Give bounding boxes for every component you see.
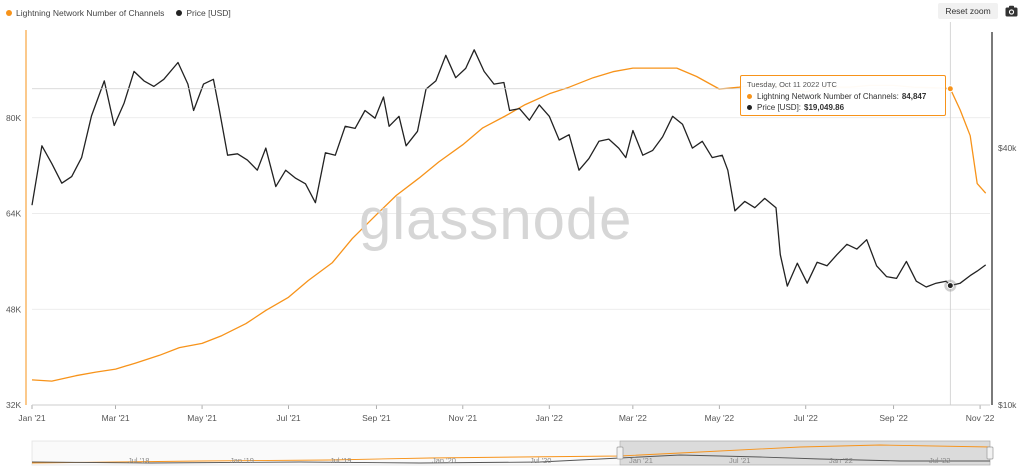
legend: Lightning Network Number of Channels Pri… bbox=[6, 5, 231, 21]
navigator-label: Jul '21 bbox=[729, 456, 750, 465]
navigator-label: Jan '20 bbox=[432, 456, 456, 465]
price-legend-dot bbox=[176, 10, 183, 16]
x-tick-label: Nov '22 bbox=[966, 413, 995, 423]
tooltip-price-dot bbox=[747, 105, 752, 110]
tooltip-channels-label: Lightning Network Number of Channels: bbox=[757, 92, 899, 101]
hover-point-price bbox=[946, 282, 954, 290]
y-right-tick-label: $10k bbox=[998, 400, 1017, 410]
x-tick-label: May '21 bbox=[187, 413, 217, 423]
x-tick-label: Sep '22 bbox=[879, 413, 908, 423]
tooltip-channels-dot bbox=[747, 94, 752, 99]
navigator-label: Jul '19 bbox=[330, 456, 351, 465]
legend-item-price[interactable]: Price [USD] bbox=[176, 8, 231, 18]
navigator[interactable]: Jul '18 Jan '19 Jul '19 Jan '20 Jul '20 Jan '… bbox=[31, 440, 994, 466]
x-tick-label: Jul '21 bbox=[276, 413, 301, 423]
navigator-handle-right[interactable] bbox=[986, 446, 994, 460]
x-tick-label: Sep '21 bbox=[362, 413, 391, 423]
navigator-label: Jul '18 bbox=[128, 456, 149, 465]
tooltip-date: Tuesday, Oct 11 2022 UTC bbox=[747, 80, 837, 89]
y-left-tick-label: 64K bbox=[6, 209, 21, 219]
hover-point-channels bbox=[946, 85, 954, 93]
tooltip-row-price: Price [USD]: $19,049.86 bbox=[747, 102, 939, 113]
tooltip-price-label: Price [USD]: bbox=[757, 103, 802, 112]
x-tick-label: Jan '21 bbox=[18, 413, 45, 423]
navigator-handle-left[interactable] bbox=[616, 446, 624, 460]
y-left-tick-label: 48K bbox=[6, 304, 21, 314]
axes: 32K 48K 64K 80K $10k $40k Jan '21 Mar '21 May '2… bbox=[6, 30, 1017, 423]
tooltip: Tuesday, Oct 11 2022 UTC Lightning Netwo… bbox=[740, 75, 946, 116]
x-tick-label: Jan '22 bbox=[536, 413, 563, 423]
y-left-tick-label: 32K bbox=[6, 400, 21, 410]
camera-icon[interactable] bbox=[1005, 5, 1018, 17]
x-tick-label: Mar '21 bbox=[102, 413, 130, 423]
legend-item-channels[interactable]: Lightning Network Number of Channels bbox=[6, 8, 164, 18]
legend-label-price: Price [USD] bbox=[186, 8, 231, 18]
tooltip-row-channels: Lightning Network Number of Channels: 84… bbox=[747, 91, 939, 102]
navigator-label: Jul '22 bbox=[929, 456, 950, 465]
navigator-label: Jan '21 bbox=[629, 456, 653, 465]
tooltip-channels-value: 84,847 bbox=[901, 92, 927, 101]
gridlines bbox=[32, 117, 990, 406]
navigator-label: Jan '19 bbox=[230, 456, 254, 465]
reset-zoom-button[interactable]: Reset zoom bbox=[938, 3, 998, 19]
x-tick-label: Nov '21 bbox=[449, 413, 478, 423]
navigator-label: Jan '22 bbox=[829, 456, 853, 465]
x-tick-label: Mar '22 bbox=[619, 413, 647, 423]
y-right-tick-label: $40k bbox=[998, 143, 1017, 153]
channels-legend-dot bbox=[6, 10, 12, 16]
y-left-tick-label: 80K bbox=[6, 113, 21, 123]
watermark-text: glassnode bbox=[359, 187, 633, 252]
x-tick-label: May '22 bbox=[705, 413, 735, 423]
navigator-label: Jul '20 bbox=[530, 456, 551, 465]
legend-label-channels: Lightning Network Number of Channels bbox=[16, 8, 165, 18]
tooltip-price-value: $19,049.86 bbox=[804, 103, 845, 112]
navigator-line-channels bbox=[31, 444, 991, 464]
x-tick-label: Jul '22 bbox=[794, 413, 819, 423]
